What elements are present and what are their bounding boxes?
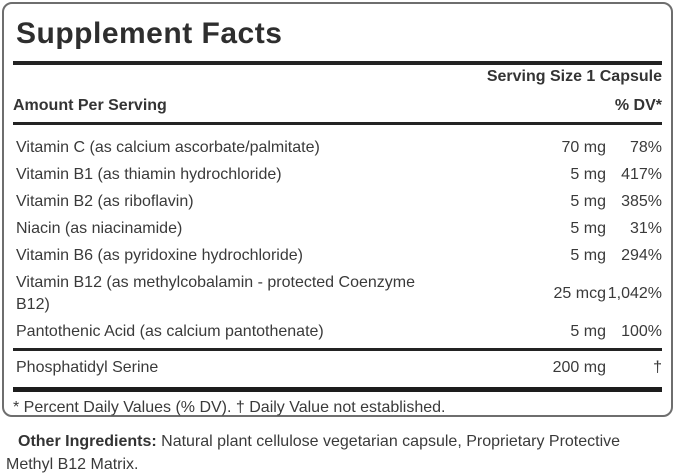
table-row: Vitamin B6 (as pyridoxine hydrochloride)… — [13, 243, 662, 270]
nutrient-rows: Vitamin C (as calcium ascorbate/palmitat… — [13, 125, 662, 346]
nutrient-amount: 5 mg — [570, 220, 606, 237]
top-rule — [13, 61, 662, 65]
nutrient-dv: 100% — [621, 323, 662, 340]
other-ingredients: Other Ingredients: Natural plant cellulo… — [6, 430, 668, 476]
amount-per-serving-header: Amount Per Serving — [13, 97, 167, 114]
serving-size: Serving Size 1 Capsule — [486, 68, 662, 85]
table-row: Vitamin B12 (as methylcobalamin - protec… — [13, 270, 662, 319]
nutrient-name: Pantothenic Acid (as calcium pantothenat… — [16, 323, 324, 340]
nutrient-name: Phosphatidyl Serine — [16, 359, 159, 376]
table-row: Phosphatidyl Serine 200 mg † — [13, 351, 662, 384]
nutrient-name: Vitamin B6 (as pyridoxine hydrochloride) — [16, 247, 303, 264]
table-row: Vitamin C (as calcium ascorbate/palmitat… — [13, 135, 662, 162]
nutrient-name: Vitamin C (as calcium ascorbate/palmitat… — [16, 139, 320, 156]
nutrient-amount: 200 mg — [552, 359, 606, 376]
other-ingredients-label: Other Ingredients: — [18, 433, 157, 450]
nutrient-amount: 25 mcg — [553, 285, 606, 302]
nutrient-dv: † — [653, 359, 662, 376]
nutrient-dv: 31% — [629, 220, 662, 237]
nutrient-dv: 385% — [621, 193, 662, 210]
section-rule — [13, 348, 662, 351]
nutrient-amount: 5 mg — [570, 247, 606, 264]
nutrient-dv: 417% — [621, 166, 662, 183]
table-row: Vitamin B1 (as thiamin hydrochloride) 5 … — [13, 162, 662, 189]
table-row: Niacin (as niacinamide) 5 mg 31% — [13, 216, 662, 243]
dv-footnote: * Percent Daily Values (% DV). † Daily V… — [13, 399, 446, 416]
nutrient-amount: 5 mg — [570, 193, 606, 210]
nutrient-dv: 1,042% — [607, 285, 662, 302]
nutrient-dv: 78% — [629, 139, 662, 156]
nutrient-amount: 5 mg — [570, 166, 606, 183]
panel-title: Supplement Facts — [16, 17, 283, 50]
nutrient-amount: 70 mg — [561, 139, 606, 156]
nutrient-dv: 294% — [621, 247, 662, 264]
bottom-rule — [13, 387, 662, 392]
percent-dv-header: % DV* — [614, 97, 662, 114]
table-row: Vitamin B2 (as riboflavin) 5 mg 385% — [13, 189, 662, 216]
nutrient-amount: 5 mg — [570, 323, 606, 340]
table-row: Pantothenic Acid (as calcium pantothenat… — [13, 319, 662, 346]
header-rule — [13, 122, 662, 125]
nutrient-name: Vitamin B2 (as riboflavin) — [16, 193, 194, 210]
nutrient-name: Vitamin B12 (as methylcobalamin - protec… — [16, 274, 415, 313]
supplement-facts-panel: Supplement Facts Serving Size 1 Capsule … — [2, 2, 673, 417]
nutrient-name: Vitamin B1 (as thiamin hydrochloride) — [16, 166, 282, 183]
nutrient-name: Niacin (as niacinamide) — [16, 220, 183, 237]
column-header-row: Amount Per Serving % DV* — [13, 97, 662, 114]
